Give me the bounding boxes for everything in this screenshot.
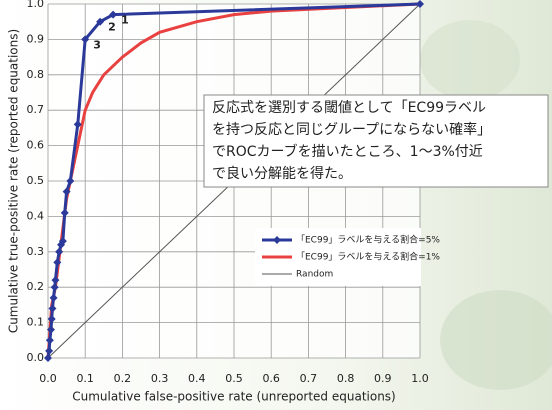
y-tick-label: 0.4 bbox=[27, 209, 45, 222]
decoration bbox=[420, 20, 520, 100]
x-tick-label: 0.1 bbox=[76, 372, 94, 385]
annotation-text: で良い分解能を得た。 bbox=[212, 165, 352, 182]
annotation-text: でROCカーブを描いたところ、1〜3%付近 bbox=[212, 143, 483, 160]
x-tick-label: 0.7 bbox=[300, 372, 318, 385]
y-tick-label: 0.7 bbox=[27, 103, 45, 116]
y-tick-label: 0.5 bbox=[27, 174, 45, 187]
annotation-text: 反応式を選別する閾値として「EC99ラベル bbox=[212, 100, 486, 116]
point-label: 3 bbox=[93, 38, 101, 51]
point-label: 1 bbox=[121, 14, 129, 27]
x-tick-label: 0.8 bbox=[337, 372, 355, 385]
point-label: 2 bbox=[108, 21, 116, 34]
x-tick-label: 0.4 bbox=[188, 372, 206, 385]
x-tick-label: 1.0 bbox=[411, 372, 429, 385]
y-tick-label: 0.1 bbox=[27, 316, 45, 329]
legend-label: 「EC99」ラベルを与える割合=5% bbox=[296, 234, 440, 246]
y-axis-label: Cumulative true-positive rate (reported … bbox=[7, 29, 21, 333]
legend-label: 「EC99」ラベルを与える割合=1% bbox=[296, 251, 440, 263]
y-tick-label: 0.0 bbox=[27, 351, 45, 364]
x-tick-label: 0.0 bbox=[39, 372, 57, 385]
x-tick-label: 0.5 bbox=[225, 372, 243, 385]
x-tick-label: 0.9 bbox=[374, 372, 392, 385]
y-tick-label: 0.9 bbox=[27, 32, 45, 45]
chart: Cumulative true-positive rate (reported … bbox=[0, 0, 552, 410]
x-tick-label: 0.3 bbox=[151, 372, 169, 385]
y-tick-label: 0.3 bbox=[27, 245, 45, 258]
y-tick-label: 1.0 bbox=[27, 0, 45, 10]
y-tick-label: 0.8 bbox=[27, 68, 45, 81]
x-axis-label: Cumulative false-positive rate (unreport… bbox=[72, 390, 396, 404]
y-tick-label: 0.6 bbox=[27, 139, 45, 152]
legend-label: Random bbox=[296, 270, 333, 280]
annotation-text: を持つ反応と同じグループにならない確率」 bbox=[212, 121, 491, 138]
y-tick-label: 0.2 bbox=[27, 280, 45, 293]
x-tick-label: 0.6 bbox=[262, 372, 280, 385]
x-tick-label: 0.2 bbox=[114, 372, 132, 385]
